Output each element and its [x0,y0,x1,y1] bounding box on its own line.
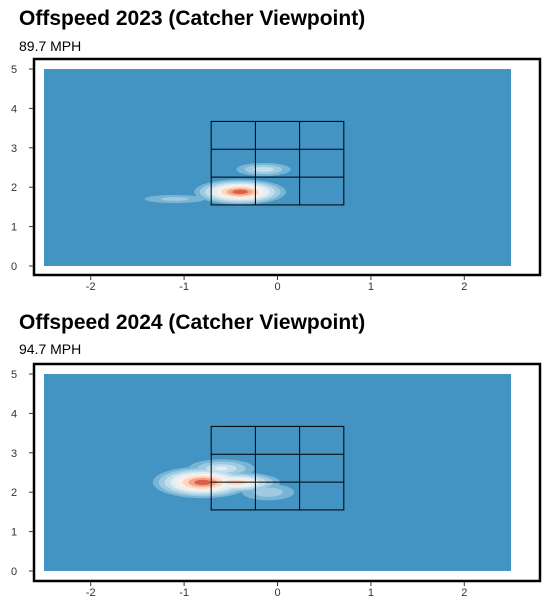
y-tick-label: 4 [11,408,17,420]
chart-subtitle-2023: 89.7 MPH [19,38,82,54]
x-tick-label: -2 [86,587,96,599]
density-contour-level-2 [161,197,189,201]
density-contour-level-3 [253,166,274,172]
chart-subtitle-2024: 94.7 MPH [19,341,82,357]
x-tick-label: -2 [86,281,96,293]
y-tick-label: 2 [11,487,17,499]
y-tick-label: 0 [11,566,17,578]
strike-zone [210,120,345,206]
density-contours [144,162,291,205]
x-tick-label: 2 [461,281,467,293]
x-tick-label: 0 [274,587,280,599]
chart-title-2023: Offspeed 2023 (Catcher Viewpoint) [19,7,366,30]
density-contour-level-4 [215,466,228,471]
x-tick-label: -1 [179,281,189,293]
x-tick-label: 0 [274,281,280,293]
strike-zone-outline [210,425,345,511]
y-tick-label: 3 [11,448,17,460]
heatmap-2023: -2 -1 0 1 2 0 1 2 3 4 5 [11,57,542,293]
density-contour-level-8 [194,479,212,486]
x-tick-label: -1 [179,587,189,599]
strike-zone-outline [210,120,345,206]
x-tick-label: 1 [368,587,374,599]
y-tick-label: 0 [11,261,17,273]
chart-title-2024: Offspeed 2024 (Catcher Viewpoint) [19,311,366,334]
y-tick-label: 4 [11,103,17,115]
y-tick-label: 5 [11,369,17,381]
y-tick-label: 1 [11,222,17,234]
y-tick-label: 2 [11,182,17,194]
density-contour-level-8 [232,189,248,195]
density-contour-level-2 [253,487,283,497]
heatmap-background [44,374,511,571]
y-tick-label: 3 [11,143,17,155]
y-tick-label: 1 [11,527,17,539]
strike-zone [210,425,345,511]
y-tick-label: 5 [11,64,17,76]
x-tick-label: 1 [368,281,374,293]
x-tick-label: 2 [461,587,467,599]
density-contours [152,459,295,501]
